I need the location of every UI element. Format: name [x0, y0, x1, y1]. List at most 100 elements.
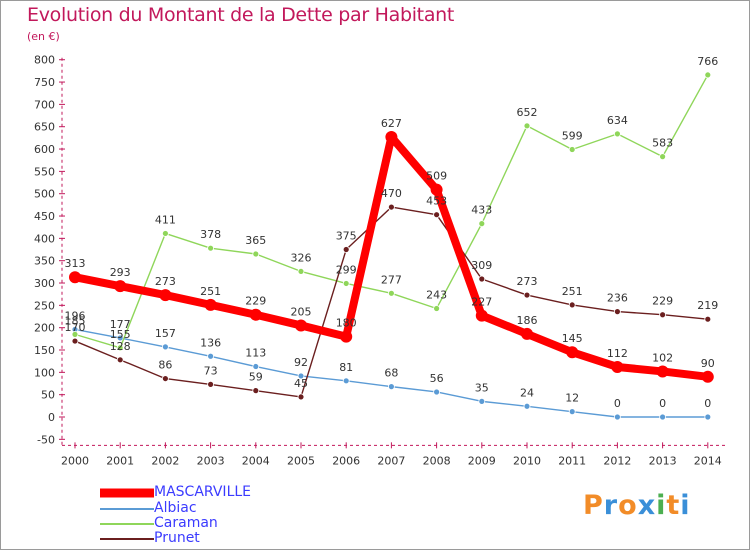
data-point-caraman — [568, 146, 576, 153]
x-tick-label: 2006 — [332, 454, 360, 467]
data-label-albiac: 68 — [384, 367, 398, 380]
x-tick-label: 2012 — [603, 454, 631, 467]
data-point-caraman — [387, 289, 395, 297]
data-label-caraman: 326 — [291, 251, 312, 264]
x-tick-label: 2005 — [287, 454, 315, 467]
data-label-prunet: 170 — [65, 321, 86, 334]
data-label-mascarville: 112 — [607, 347, 628, 360]
data-label-mascarville: 293 — [110, 266, 131, 279]
data-point-caraman — [207, 244, 215, 252]
series-line-mascarville — [71, 132, 712, 381]
data-label-prunet: 273 — [517, 275, 538, 288]
legend-swatch-caraman — [100, 523, 154, 525]
data-point-mascarville — [249, 308, 262, 321]
data-point-prunet — [71, 337, 79, 345]
x-tick-label: 2003 — [197, 454, 225, 467]
logo-letter: t — [666, 490, 681, 521]
data-label-mascarville: 90 — [701, 357, 715, 370]
y-tick-label: 450 — [34, 210, 55, 223]
logo-letter: i — [680, 490, 691, 521]
data-label-mascarville: 180 — [336, 317, 357, 330]
data-label-albiac: 0 — [704, 397, 711, 410]
data-point-caraman — [297, 268, 305, 275]
data-label-mascarville: 186 — [517, 314, 538, 327]
data-label-mascarville: 509 — [426, 170, 447, 183]
data-label-prunet: 309 — [471, 259, 492, 272]
data-label-albiac: 136 — [200, 336, 221, 349]
data-point-prunet — [161, 375, 169, 382]
y-tick-label: 650 — [34, 121, 55, 134]
data-label-prunet: 375 — [336, 230, 357, 243]
data-point-prunet — [614, 308, 621, 316]
data-point-mascarville — [430, 183, 443, 196]
data-label-prunet: 128 — [110, 340, 131, 353]
data-point-mascarville — [521, 327, 533, 340]
x-tick-label: 2002 — [151, 454, 179, 467]
data-label-caraman: 299 — [336, 263, 357, 276]
data-point-caraman — [116, 344, 124, 352]
data-label-albiac: 56 — [430, 372, 444, 385]
y-tick-label: 550 — [34, 165, 55, 178]
data-point-prunet — [116, 356, 124, 364]
data-point-prunet — [297, 393, 305, 401]
data-label-mascarville: 205 — [291, 305, 312, 318]
x-tick-label: 2004 — [242, 454, 270, 467]
data-point-caraman — [71, 330, 79, 338]
logo-letter: i — [656, 490, 667, 521]
logo-letter: x — [637, 490, 657, 521]
legend-swatch-mascarville — [100, 488, 154, 498]
data-label-mascarville: 145 — [562, 332, 583, 345]
chart-unit: (en €) — [27, 30, 60, 43]
data-point-prunet — [704, 315, 712, 323]
y-tick-label: 300 — [34, 277, 55, 290]
data-label-caraman: 277 — [381, 273, 402, 286]
data-label-prunet: 453 — [426, 195, 447, 208]
data-point-prunet — [523, 291, 531, 299]
data-point-mascarville — [611, 360, 624, 373]
data-label-albiac: 24 — [520, 386, 534, 399]
data-label-albiac: 12 — [565, 392, 579, 405]
data-point-caraman — [704, 71, 712, 79]
x-tick-label: 2007 — [377, 454, 405, 467]
data-point-mascarville — [340, 330, 353, 343]
y-tick-label: 50 — [41, 389, 55, 402]
y-tick-label: 600 — [34, 143, 55, 156]
data-point-prunet — [659, 311, 666, 319]
data-label-caraman: 652 — [517, 106, 538, 119]
chart-title: Evolution du Montant de la Dette par Hab… — [27, 4, 455, 26]
data-point-mascarville — [159, 289, 172, 302]
y-tick-label: -50 — [37, 433, 55, 446]
data-label-caraman: 243 — [426, 288, 447, 301]
legend-swatch-albiac — [100, 508, 154, 510]
y-tick-label: 500 — [34, 188, 55, 201]
data-label-mascarville: 273 — [155, 275, 176, 288]
x-tick-label: 2001 — [106, 454, 134, 467]
data-point-mascarville — [204, 298, 217, 311]
data-label-mascarville: 627 — [381, 117, 402, 130]
data-point-albiac — [433, 388, 441, 396]
data-point-prunet — [387, 203, 395, 211]
legend-label-prunet: Prunet — [154, 530, 200, 546]
x-tick-label: 2011 — [558, 454, 586, 467]
y-tick-label: 250 — [34, 299, 55, 312]
data-point-caraman — [433, 305, 441, 312]
x-tick-label: 2013 — [649, 454, 677, 467]
data-label-prunet: 236 — [607, 292, 628, 305]
data-point-mascarville — [385, 130, 398, 143]
legend-label-caraman: Caraman — [154, 515, 218, 531]
data-point-prunet — [342, 246, 350, 253]
data-point-albiac — [568, 408, 576, 416]
data-label-caraman: 433 — [471, 204, 492, 217]
y-tick-label: 400 — [34, 232, 55, 245]
data-point-caraman — [342, 280, 350, 287]
data-point-mascarville — [295, 319, 307, 332]
logo-letter: r — [603, 490, 619, 521]
data-label-albiac: 177 — [110, 318, 131, 331]
data-label-prunet: 229 — [652, 295, 673, 308]
data-point-mascarville — [69, 271, 81, 284]
data-label-caraman: 599 — [562, 129, 583, 142]
data-point-albiac — [342, 377, 350, 385]
y-tick-label: 0 — [48, 411, 55, 424]
data-point-albiac — [387, 383, 395, 391]
